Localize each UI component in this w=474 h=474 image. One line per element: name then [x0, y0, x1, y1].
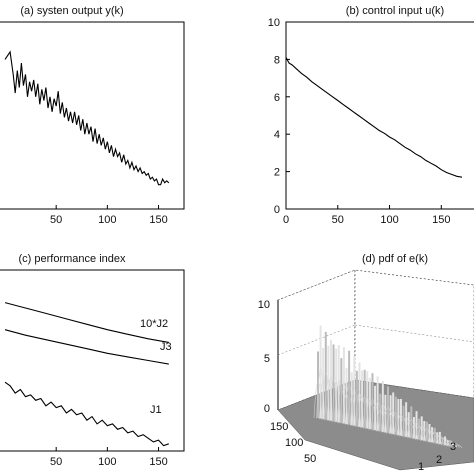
series-line-a-0 [4, 50, 170, 186]
back-wall-right [354, 269, 474, 399]
xtick-label-a-150: 150 [149, 214, 167, 226]
d-etick-3: 3 [450, 441, 456, 453]
xtick-label-b-50: 50 [332, 214, 344, 226]
xtick-label-c-100: 100 [98, 456, 116, 468]
grid-d-3 [277, 269, 356, 301]
ytick-label-b-4: 4 [274, 129, 280, 141]
annotation-J3: J3 [160, 341, 172, 353]
series-line-c-10J2 [4, 302, 169, 343]
xtick-label-b-150: 150 [432, 214, 450, 226]
ytick-label-b-6: 6 [274, 92, 280, 104]
title-a: (a) systen output y(k) [20, 5, 123, 17]
ytick-label-b-8: 8 [274, 54, 280, 66]
series-line-c-J3 [4, 329, 169, 365]
d-ztick-10: 10 [258, 299, 270, 311]
xtick-label-b-100: 100 [380, 214, 398, 226]
grid-d-1 [277, 324, 356, 356]
title-d: (d) pdf of e(k) [362, 253, 428, 265]
xtick-label-c-50: 50 [50, 456, 62, 468]
annotation-J1: J1 [150, 404, 162, 416]
panel-a-frame [0, 21, 185, 210]
d-ktick-50: 50 [304, 453, 316, 465]
panel-c-plot: 50 100 150 10*J2 J3 J1 [4, 302, 172, 468]
d-etick-2: 2 [436, 454, 442, 466]
panel-d-surface: 10 5 0 150 100 50 1 2 3 [258, 269, 474, 473]
grid-d-2 [354, 324, 474, 343]
title-b: (b) control input u(k) [346, 5, 444, 17]
panel-a-plot: 50 100 150 [4, 50, 170, 226]
d-ztick-0: 0 [264, 403, 270, 415]
series-line-b-0 [285, 57, 463, 178]
panel-b-frame [285, 21, 474, 210]
d-etick-1: 1 [418, 461, 424, 473]
surface-ridge [451, 443, 460, 448]
d-ktick-100: 100 [285, 437, 303, 449]
panel-b-plot: 0 50 100 150 0 2 4 6 8 10 [268, 17, 463, 226]
ytick-label-b-0: 0 [274, 204, 280, 216]
ytick-label-b-2: 2 [274, 167, 280, 179]
series-line-c-J1 [4, 381, 169, 447]
xtick-label-a-100: 100 [98, 214, 116, 226]
title-c: (c) performance index [19, 253, 126, 265]
surface-ridge [453, 444, 463, 449]
panel-c-frame [0, 269, 185, 452]
surface-spikes [313, 325, 463, 449]
xtick-label-c-150: 150 [149, 456, 167, 468]
xtick-label-a-50: 50 [50, 214, 62, 226]
d-ztick-5: 5 [264, 353, 270, 365]
xtick-label-b-0: 0 [283, 214, 289, 226]
ytick-label-b-10: 10 [268, 17, 280, 29]
annotation-10J2: 10*J2 [140, 318, 168, 330]
d-ktick-150: 150 [270, 421, 288, 433]
